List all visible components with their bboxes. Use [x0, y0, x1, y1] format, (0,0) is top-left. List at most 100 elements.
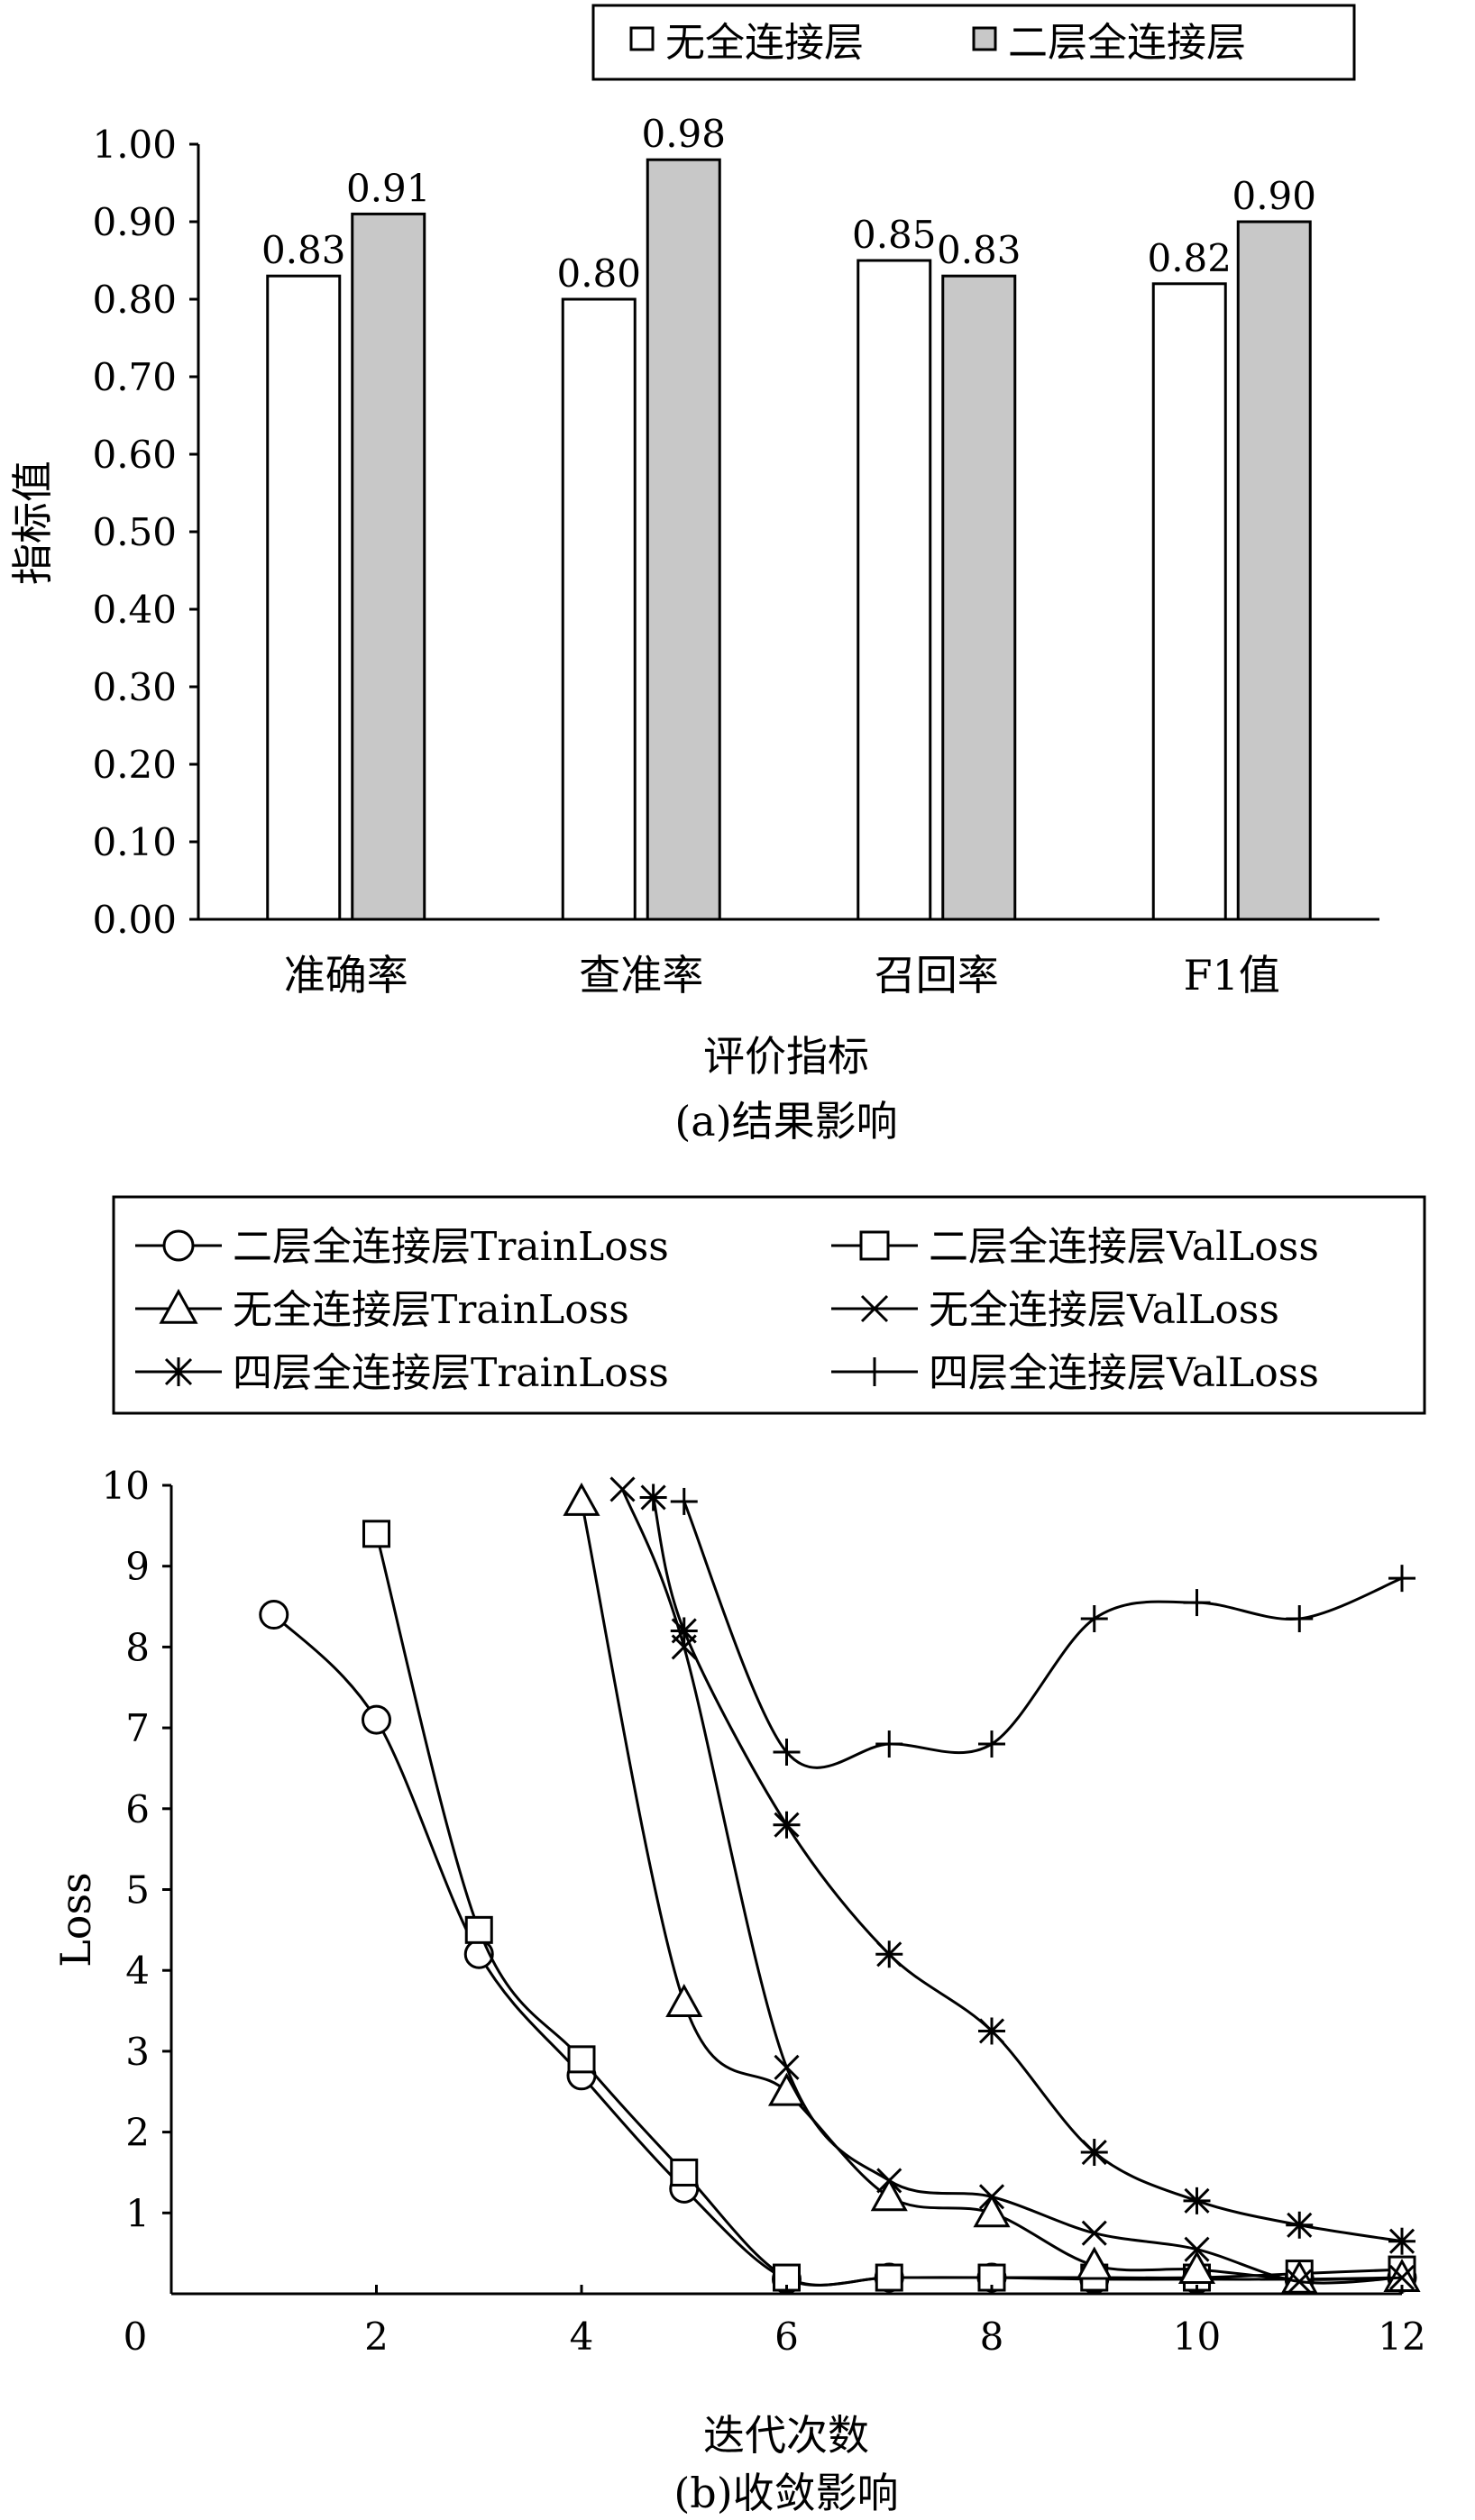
- series-line: [272, 1613, 1403, 2287]
- data-point: [876, 2168, 902, 2194]
- line-series-group: [259, 1476, 1421, 2295]
- data-point: [978, 2017, 1005, 2045]
- data-point: [870, 2178, 908, 2212]
- legend-marker: [162, 1229, 195, 1262]
- data-point: [1388, 2264, 1415, 2291]
- data-point: [767, 2072, 806, 2106]
- y-tick-label: 0.80: [92, 278, 177, 322]
- data-point: [773, 1739, 801, 1767]
- data-point: [567, 2045, 596, 2074]
- line-legend-box: [112, 1195, 1426, 1415]
- series-line: [375, 1533, 1403, 2287]
- data-point: [875, 1730, 903, 1758]
- y-tick-label: 6: [125, 1787, 150, 1831]
- data-point: [978, 1730, 1005, 1758]
- legend-swatch: [629, 26, 655, 51]
- y-tick-label: 7: [125, 1706, 150, 1750]
- data-point: [362, 1520, 390, 1548]
- data-point: [773, 1811, 801, 1839]
- data-point: [1081, 2220, 1107, 2246]
- line-chart-caption: (b)收敛影响: [673, 2469, 898, 2517]
- bar: [941, 274, 1017, 921]
- x-tick-label: 准确率: [284, 951, 408, 1000]
- bar-data-label: 0.80: [556, 251, 641, 296]
- data-point: [1287, 2269, 1313, 2295]
- bar-data-label: 0.82: [1147, 236, 1232, 280]
- y-tick-label: 0.30: [92, 665, 177, 709]
- y-tick-label: 0.50: [92, 510, 177, 554]
- y-tick-label: 10: [102, 1464, 150, 1508]
- data-point: [1080, 2139, 1108, 2167]
- y-tick-label: 1.00: [92, 123, 177, 167]
- data-point: [1080, 1605, 1108, 1633]
- y-tick-label: 0.90: [92, 200, 177, 244]
- data-point: [774, 2054, 800, 2080]
- series-line: [580, 1501, 1403, 2281]
- x-tick-label: 2: [364, 2315, 389, 2359]
- bar-data-label: 0.83: [937, 228, 1022, 272]
- y-tick-label: 0.40: [92, 588, 177, 632]
- series-line: [652, 1497, 1403, 2243]
- y-tick-label: 3: [125, 2030, 150, 2074]
- x-tick-label: 8: [980, 2315, 1004, 2359]
- data-point: [1183, 1589, 1211, 1617]
- x-tick-label: F1值: [1184, 951, 1280, 1000]
- legend-label: 无全连接层ValLoss: [929, 1287, 1279, 1333]
- bar-data-label: 0.83: [261, 228, 346, 272]
- legend-marker: [159, 1288, 198, 1324]
- bar: [1151, 282, 1227, 921]
- data-point: [639, 1484, 667, 1511]
- legend-marker: [860, 1357, 889, 1386]
- data-point: [1184, 2236, 1210, 2262]
- y-tick-label: 0.20: [92, 743, 177, 787]
- x-tick-label: 4: [570, 2315, 594, 2359]
- data-point: [259, 1600, 289, 1630]
- legend-label: 无全连接层: [665, 20, 864, 66]
- line-x-axis-label: 迭代次数: [703, 2411, 869, 2460]
- data-point: [1388, 1565, 1415, 1593]
- y-tick-label: 0.10: [92, 820, 177, 864]
- legend-label: 四层全连接层TrainLoss: [233, 1350, 669, 1396]
- data-point: [670, 1487, 698, 1515]
- legend-label: 二层全连接层ValLoss: [929, 1224, 1319, 1270]
- x-tick-label: 6: [774, 2315, 799, 2359]
- data-point: [1286, 1605, 1314, 1633]
- data-point: [670, 2158, 699, 2187]
- bar: [857, 259, 932, 921]
- line-chart: 二层全连接层TrainLoss 二层全连接层ValLoss 无全连接层TrainLo…: [51, 1195, 1426, 2517]
- data-point: [609, 1476, 636, 1502]
- legend-label: 四层全连接层ValLoss: [929, 1350, 1319, 1396]
- bar-data-label: 0.90: [1232, 174, 1316, 218]
- y-tick-label: 9: [125, 1545, 150, 1589]
- y-tick-label: 0.70: [92, 355, 177, 399]
- bar: [1236, 220, 1312, 921]
- legend-marker: [164, 1357, 193, 1386]
- bar-x-axis-label: 评价指标: [703, 1032, 869, 1081]
- data-point: [362, 1704, 391, 1735]
- line-y-axis-label: Loss: [51, 1872, 100, 1967]
- data-point: [978, 2184, 1005, 2210]
- x-tick-label: 10: [1173, 2315, 1221, 2359]
- legend-label: 二层全连接层TrainLoss: [233, 1224, 669, 1270]
- line-legend: 二层全连接层TrainLoss 二层全连接层ValLoss 无全连接层TrainLo…: [135, 1224, 1319, 1396]
- y-tick-label: 0.00: [92, 898, 177, 942]
- data-point: [973, 2194, 1011, 2228]
- data-point: [665, 1983, 703, 2017]
- y-tick-label: 5: [125, 1868, 150, 1913]
- data-point: [464, 1915, 493, 1944]
- y-tick-label: 2: [125, 2111, 150, 2155]
- bar-data-label: 0.91: [346, 166, 431, 210]
- y-tick-label: 0.60: [92, 433, 177, 477]
- bar-chart-caption: (a)结果影响: [674, 1097, 897, 1146]
- y-tick-label: 8: [125, 1625, 150, 1669]
- y-tick-label: 1: [125, 2191, 150, 2235]
- series-line: [621, 1488, 1403, 2285]
- data-point: [875, 1940, 903, 1968]
- bar-data-label: 0.85: [852, 213, 937, 257]
- bar-chart: 无全连接层 二层全连接层 0.830.910.800.980.85 0.83 0.82…: [8, 4, 1379, 1146]
- legend-marker: [859, 1230, 890, 1261]
- bar-legend: 无全连接层 二层全连接层: [629, 20, 1246, 66]
- bar: [266, 274, 342, 921]
